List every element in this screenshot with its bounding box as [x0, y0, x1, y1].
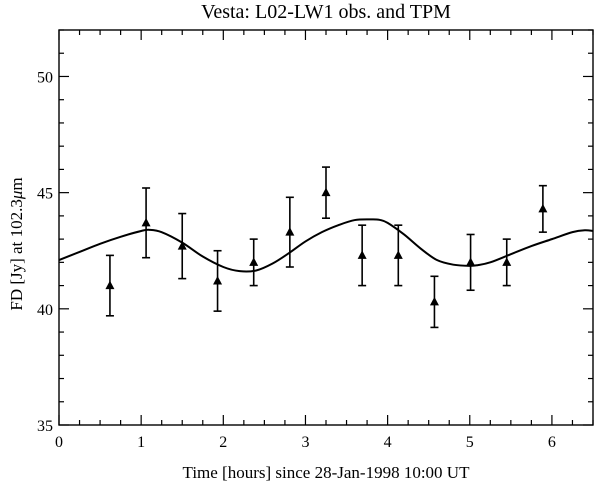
- data-point: [285, 196, 295, 268]
- triangle-marker: [285, 227, 295, 236]
- x-axis-label: Time [hours] since 28-Jan-1998 10:00 UT: [183, 463, 471, 482]
- x-tick-label: 4: [384, 434, 392, 451]
- chart-title: Vesta: L02-LW1 obs. and TPM: [201, 1, 451, 23]
- triangle-marker: [105, 280, 115, 290]
- y-tick-label: 50: [37, 69, 53, 86]
- triangle-marker: [502, 257, 512, 266]
- data-point: [538, 184, 548, 233]
- triangle-marker: [466, 257, 476, 266]
- data-point: [393, 224, 403, 287]
- y-axis: 35 40 45 50: [37, 29, 593, 435]
- x-tick-label: 5: [466, 434, 474, 451]
- x-tick-label: 3: [301, 434, 309, 451]
- triangle-marker: [177, 241, 187, 250]
- tpm-model-curve: [58, 218, 594, 273]
- data-point: [105, 254, 115, 317]
- data-point: [177, 212, 187, 280]
- data-point: [213, 249, 223, 312]
- x-tick-label: 6: [548, 434, 556, 451]
- y-axis-label: FD [Jy] at 102.3μm: [7, 177, 26, 310]
- data-point: [321, 166, 331, 220]
- y-tick-label: 35: [37, 418, 53, 435]
- data-point: [466, 233, 476, 292]
- triangle-marker: [249, 257, 259, 266]
- data-point: [502, 238, 512, 287]
- x-tick-label: 2: [219, 434, 227, 451]
- y-axis-label-mu: μ: [7, 191, 26, 201]
- triangle-marker: [141, 217, 151, 227]
- observation-points: [105, 166, 548, 329]
- triangle-marker: [213, 275, 223, 285]
- y-axis-label-prefix: FD [Jy] at 102.3: [7, 199, 26, 310]
- data-point: [429, 275, 439, 329]
- triangle-marker: [429, 296, 439, 306]
- y-axis-label-suffix: m: [7, 177, 26, 190]
- y-tick-label: 45: [37, 186, 53, 203]
- data-point: [357, 224, 367, 287]
- data-point: [249, 238, 259, 287]
- triangle-marker: [321, 187, 331, 197]
- x-tick-label: 1: [137, 434, 145, 451]
- triangle-marker: [538, 203, 548, 213]
- y-tick-label: 40: [37, 302, 53, 319]
- x-tick-label: 0: [55, 434, 63, 451]
- plot-frame: [58, 29, 594, 426]
- triangle-marker: [357, 250, 367, 259]
- x-axis: 0 1 2 3 4 5 6: [55, 30, 594, 451]
- data-point: [141, 187, 151, 259]
- triangle-marker: [393, 250, 403, 259]
